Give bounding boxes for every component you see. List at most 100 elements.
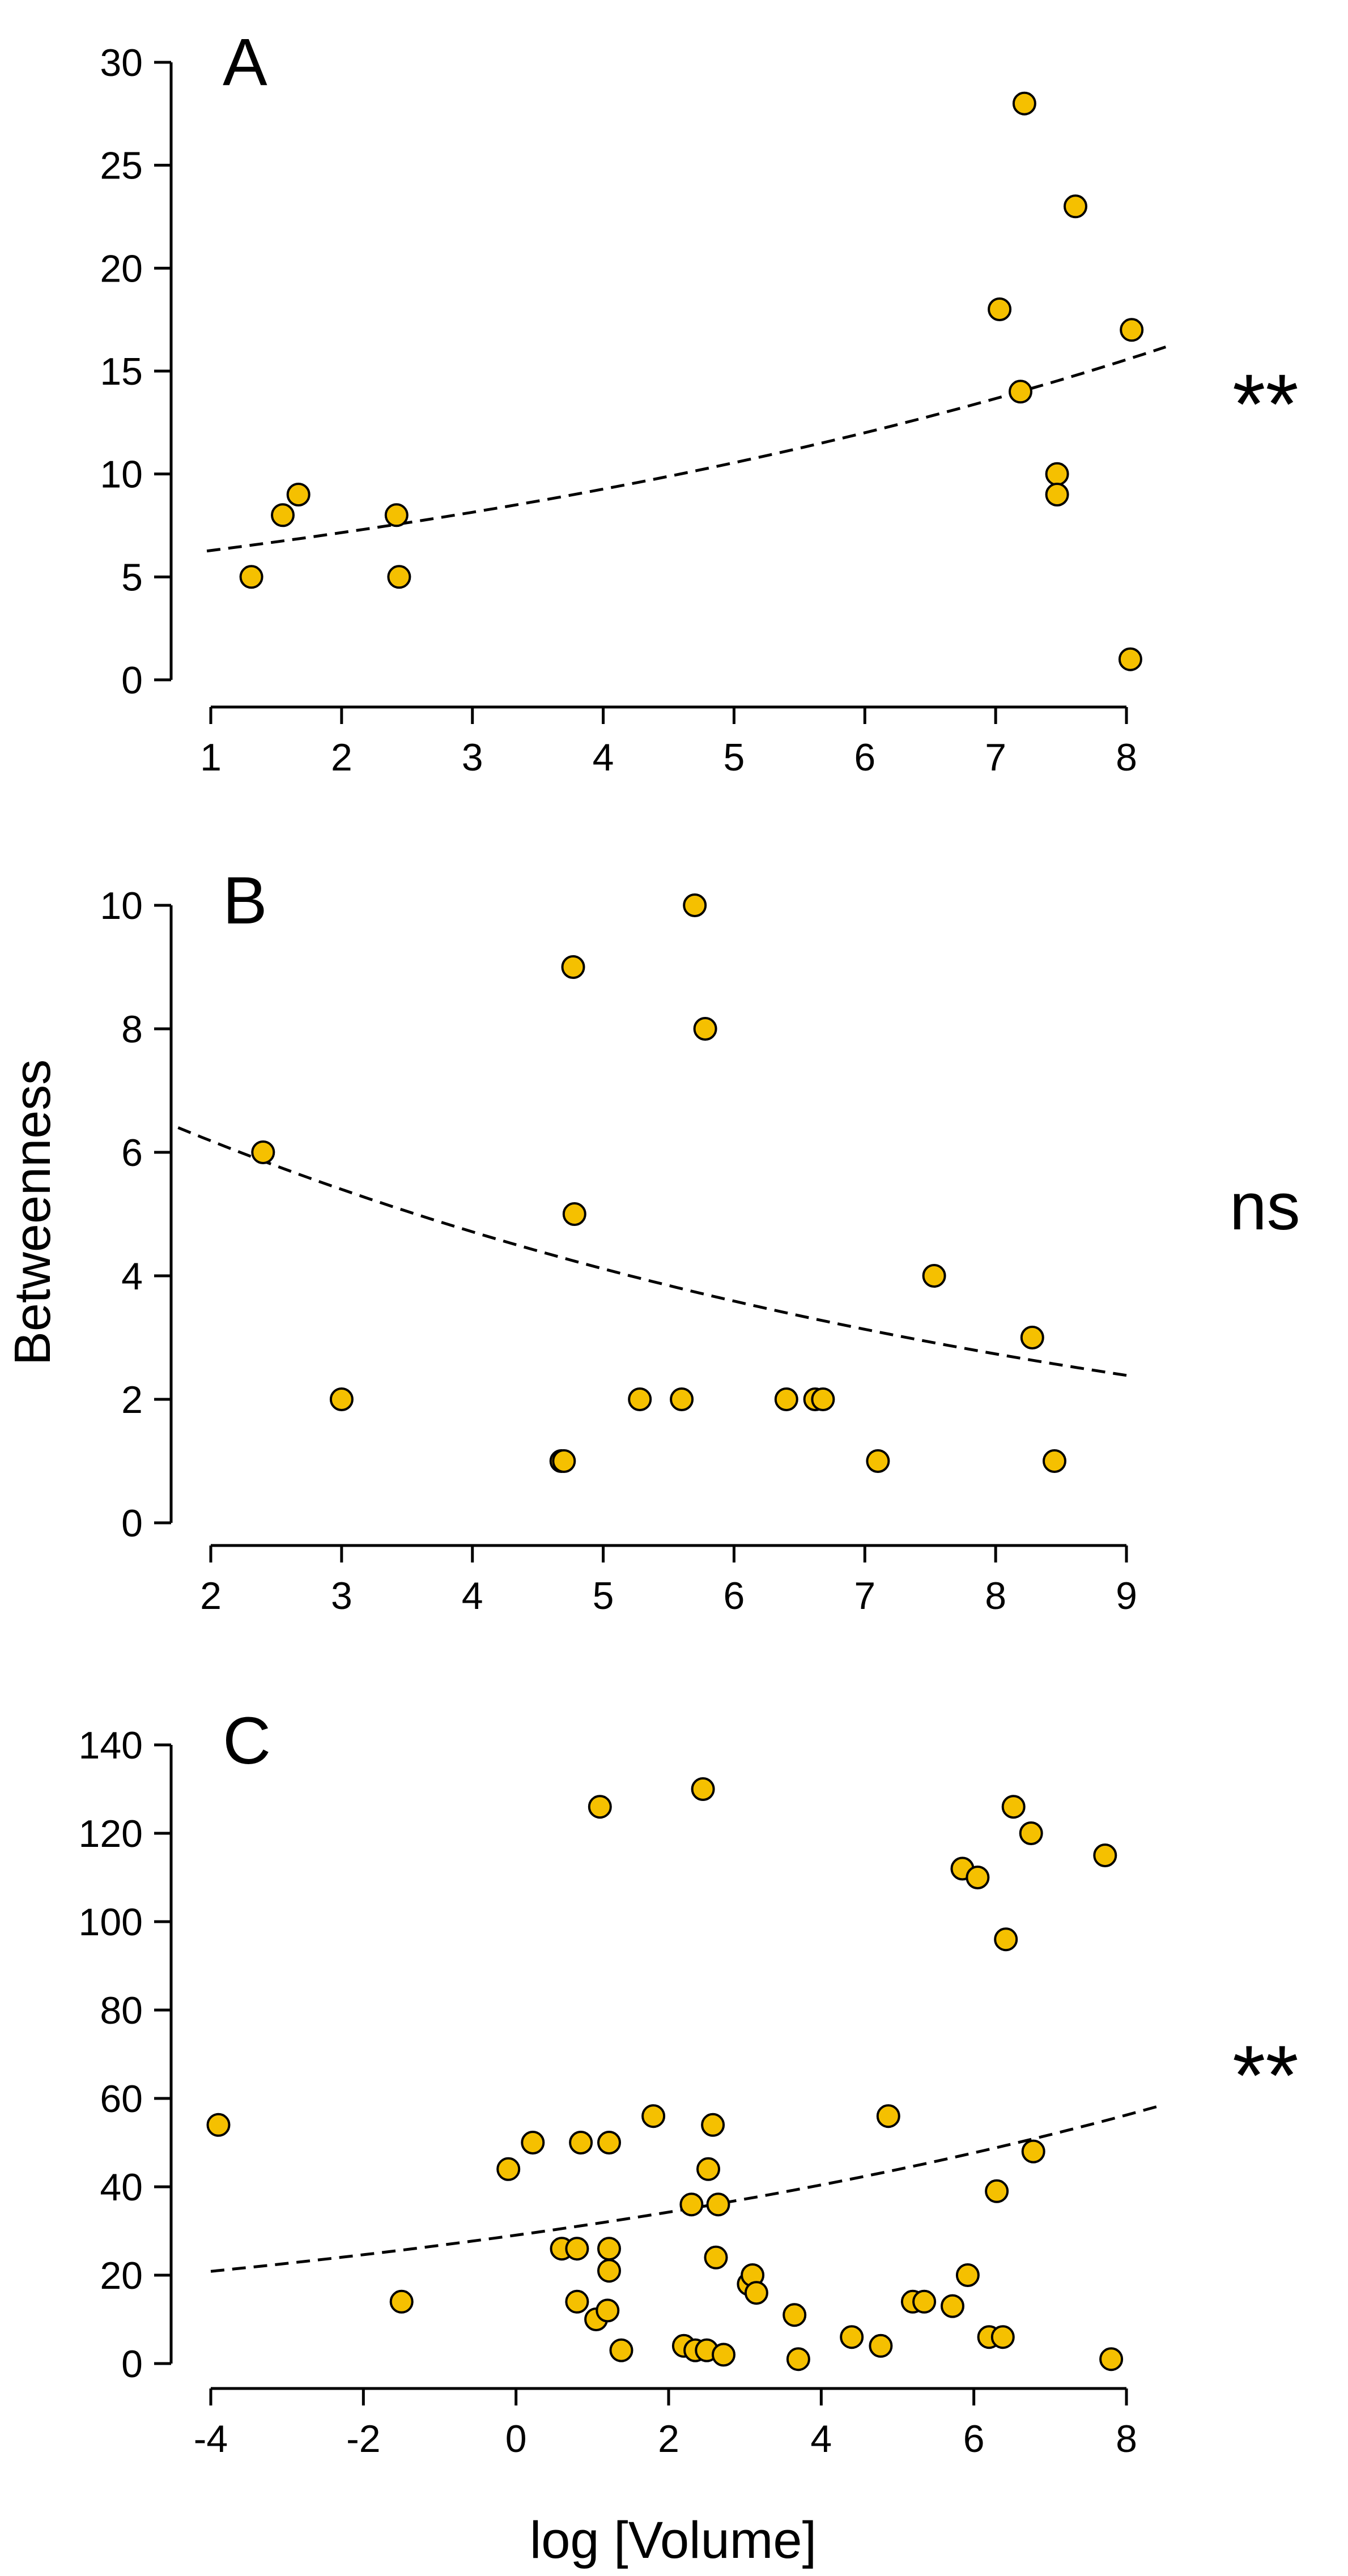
panel-a-data-point [1118,647,1142,671]
panel-c-data-point [596,2298,620,2323]
panel-a-data-point [286,483,311,506]
panel-b-y-tick-label: 6 [121,1131,143,1174]
panel-a-data-point [387,565,411,589]
panel-c-data-point [876,2104,900,2128]
panel-c-x-tick-label: -4 [194,2417,228,2460]
panel-a-x-tick-label: 4 [593,736,614,779]
panel-c-x-tick-label: 8 [1116,2417,1137,2460]
panel-c-label: C [223,1704,271,1778]
panel-c-y-tick-label: 80 [100,1989,143,2032]
x-axis-title: log [Volume] [530,2511,817,2569]
panel-c-data-point [389,2289,414,2314]
panel-a-x-tick-label: 5 [724,736,745,779]
panel-b-y-tick-label: 2 [121,1378,143,1421]
panel-b-label: B [223,863,267,938]
panel-c-x-tick-label: 0 [505,2417,527,2460]
panel-a-x-tick-label: 3 [462,736,483,779]
panel-c-x-tick-label: -2 [346,2417,380,2460]
panel-c-data-point [704,2245,728,2270]
panel-a-y-tick-label: 20 [100,247,143,290]
panel-c-significance: ** [1232,2028,1299,2123]
panel-b-x-tick-label: 7 [854,1574,875,1617]
panel-b-data-point [329,1387,354,1411]
panel-b-data-point [922,1264,946,1288]
panel-c-data-point [990,2325,1015,2349]
panel-c-y-tick-label: 100 [79,1901,143,1944]
panel-c-data-point [1099,2347,1124,2371]
panel-c-data-point [565,2237,589,2261]
panel-c-axes: 0 20 40 60 80 100 120 140 -4 -2 0 2 4 6 8 [79,1724,1137,2460]
panel-b-x-tick-label: 5 [593,1574,614,1617]
panel-a-x-tick-label: 7 [985,736,1006,779]
panel-c-fit-line [210,2104,1162,2273]
panel-c-data-point [869,2334,893,2358]
panel-c-x-tick-label: 6 [963,2417,985,2460]
panel-a-points [239,91,1144,671]
panel-b-data-point [683,893,707,917]
panel-c-data-point [985,2179,1009,2203]
panel-c-data-point [1001,1795,1026,1819]
panel-a-y-tick-label: 5 [121,556,143,599]
panel-a-x-tick-label: 1 [200,736,222,779]
panel-c-data-point [1093,1843,1117,1867]
panel-b-data-point [561,955,585,979]
panel-c: 0 20 40 60 80 100 120 140 -4 -2 0 2 4 6 8 C ** [79,1704,1299,2460]
panel-c-data-point [955,2263,980,2287]
panel-c-y-tick-label: 140 [79,1724,143,1767]
panel-a-data-point [271,503,295,527]
panel-a-y-tick-label: 10 [100,453,143,496]
panel-b-data-point [1020,1326,1044,1349]
panel-a-data-point [988,297,1012,321]
panel-a-x-tick-label: 2 [331,736,352,779]
panel-c-y-tick-label: 40 [100,2166,143,2209]
panel-c-data-point [994,1927,1018,1952]
panel-a-y-tick-label: 15 [100,350,143,393]
panel-b-x-tick-label: 2 [200,1574,222,1617]
panel-b-x-tick-label: 9 [1116,1574,1137,1617]
panel-a-data-point [239,565,263,589]
panel-c-data-point [679,2192,704,2217]
panel-b-data-point [628,1387,652,1411]
panel-a-significance: ** [1232,356,1299,452]
panel-b-data-point [866,1449,890,1473]
panel-a-data-point [1045,483,1069,506]
panel-a-x-tick-label: 8 [1116,736,1137,779]
panel-c-data-point [912,2289,937,2314]
panel-b-significance: ns [1230,1169,1300,1244]
panel-c-data-point [569,2131,593,2155]
panel-b-x-tick-label: 3 [331,1574,352,1617]
panel-c-data-point [941,2294,964,2318]
panel-b: 0 2 4 6 8 10 2 3 4 5 6 7 8 9 B ns [100,863,1300,1617]
panel-a-x-tick-label: 6 [854,736,875,779]
panel-c-data-point [783,2303,807,2327]
panel-c-y-tick-label: 60 [100,2077,143,2121]
panel-b-x-tick-label: 8 [985,1574,1006,1617]
panel-c-data-point [206,2113,231,2137]
panel-b-data-point [670,1387,694,1411]
panel-b-data-point [1043,1449,1066,1473]
panel-b-data-point [774,1387,798,1411]
panel-c-data-point [597,2131,621,2155]
panel-a-fit [206,346,1167,553]
panel-c-y-tick-label: 20 [100,2254,143,2297]
panel-c-data-point [691,1777,715,1801]
panel-c-data-point [706,2192,730,2217]
panel-c-x-tick-label: 2 [658,2417,679,2460]
panel-b-axes: 0 2 4 6 8 10 2 3 4 5 6 7 8 9 [100,884,1137,1617]
panel-c-points [206,1777,1124,2371]
panel-b-data-point [693,1017,717,1041]
panel-a-data-point [1064,194,1087,219]
panel-a-data-point [1120,318,1144,342]
panel-b-y-tick-label: 0 [121,1502,143,1545]
panel-a-y-tick-label: 0 [121,659,143,702]
panel-c-fit [210,2104,1162,2273]
y-axis-title: Betweenness [5,1059,61,1365]
panel-b-data-point [562,1202,586,1226]
panel-a-data-point [384,503,409,527]
panel-c-data-point [701,2113,725,2137]
panel-a: 0 5 10 15 20 25 30 1 2 3 4 5 6 7 8 A ** [100,25,1298,779]
panel-b-data-point [552,1449,576,1473]
panel-c-data-point [696,2157,720,2181]
panel-b-fit [177,1126,1127,1377]
